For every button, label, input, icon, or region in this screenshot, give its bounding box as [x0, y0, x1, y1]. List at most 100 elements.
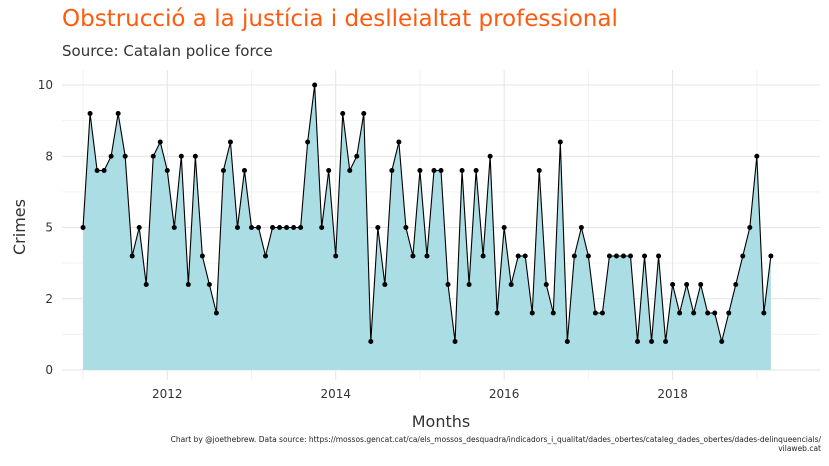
- data-point: [361, 111, 367, 116]
- caption-site: vilaweb.cat: [778, 444, 821, 453]
- data-point: [635, 339, 641, 344]
- data-point: [410, 253, 416, 259]
- data-point: [403, 225, 409, 230]
- data-point: [740, 253, 746, 259]
- data-point: [80, 225, 86, 230]
- data-point: [178, 153, 184, 159]
- data-point: [705, 310, 711, 316]
- data-point: [277, 225, 283, 230]
- data-point: [515, 253, 521, 259]
- data-point: [438, 168, 444, 173]
- chart-title: Obstrucció a la justícia i deslleialtat …: [62, 6, 618, 32]
- data-point: [712, 310, 718, 316]
- data-point: [354, 153, 360, 159]
- data-point: [199, 253, 205, 259]
- data-point: [698, 282, 704, 287]
- data-point: [263, 253, 269, 259]
- data-point: [305, 139, 311, 145]
- x-tick-label: 2012: [152, 387, 183, 401]
- data-point: [101, 168, 107, 173]
- chart-caption: Chart by @joethebrew. Data source: https…: [81, 435, 821, 453]
- data-point: [298, 225, 304, 230]
- y-tick-label: 5: [45, 221, 53, 235]
- data-point: [185, 282, 191, 287]
- data-point: [417, 168, 423, 173]
- series-area: [83, 85, 771, 370]
- data-point: [452, 339, 458, 344]
- data-point: [473, 168, 479, 173]
- data-point: [291, 225, 297, 230]
- y-tick-label: 0: [45, 363, 53, 377]
- data-point: [747, 225, 753, 230]
- data-point: [670, 282, 676, 287]
- data-point: [677, 310, 683, 316]
- data-point: [536, 168, 542, 173]
- data-point: [613, 253, 619, 259]
- data-point: [270, 225, 276, 230]
- data-point: [108, 153, 114, 159]
- data-point: [312, 82, 318, 88]
- data-point: [220, 168, 226, 173]
- data-point: [466, 282, 472, 287]
- data-point: [649, 339, 655, 344]
- x-tick-label: 2018: [657, 387, 688, 401]
- data-point: [642, 253, 648, 259]
- data-point: [599, 310, 605, 316]
- data-point: [249, 225, 254, 230]
- data-point: [150, 153, 156, 159]
- data-point: [768, 253, 774, 259]
- x-axis-title: Months: [412, 412, 470, 431]
- y-tick-label: 8: [45, 149, 53, 163]
- data-point: [87, 111, 93, 116]
- data-point: [389, 168, 395, 173]
- data-point: [326, 168, 332, 173]
- data-point: [164, 168, 170, 173]
- y-tick-label: 10: [38, 78, 53, 92]
- data-point: [480, 253, 486, 259]
- data-point: [754, 153, 760, 159]
- data-point: [256, 225, 262, 230]
- data-point: [564, 339, 570, 344]
- data-point: [550, 310, 556, 316]
- data-point: [578, 225, 584, 230]
- data-point: [543, 282, 549, 287]
- data-point: [459, 168, 465, 173]
- data-point: [129, 253, 135, 259]
- data-point: [136, 225, 142, 230]
- data-point: [234, 225, 240, 230]
- data-point: [571, 253, 577, 259]
- chart-subtitle: Source: Catalan police force: [62, 42, 273, 60]
- data-point: [122, 153, 128, 159]
- data-point: [592, 310, 598, 316]
- data-point: [333, 253, 339, 259]
- y-tick-labels: 0 2 5 8 10: [38, 78, 53, 377]
- data-point: [494, 310, 500, 316]
- data-point: [684, 282, 690, 287]
- data-point: [431, 168, 437, 173]
- data-point: [726, 310, 732, 316]
- data-point: [529, 310, 535, 316]
- x-tick-label: 2014: [320, 387, 351, 401]
- y-tick-label: 2: [45, 292, 53, 306]
- data-point: [501, 225, 507, 230]
- data-point: [628, 253, 633, 259]
- data-point: [206, 282, 212, 287]
- x-tick-label: 2016: [489, 387, 520, 401]
- data-point: [382, 282, 388, 287]
- data-point: [157, 139, 163, 145]
- data-point: [620, 253, 626, 259]
- data-point: [733, 282, 739, 287]
- data-point: [656, 253, 662, 259]
- x-tick-labels: 2012 2014 2016 2018: [152, 387, 688, 401]
- data-point: [719, 339, 725, 344]
- data-point: [319, 225, 325, 230]
- data-point: [347, 168, 353, 173]
- data-point: [487, 153, 493, 159]
- data-point: [606, 253, 612, 259]
- data-point: [94, 168, 100, 173]
- data-point: [375, 225, 381, 230]
- points-layer: [80, 82, 774, 344]
- data-point: [424, 253, 430, 259]
- area-layer: [83, 85, 771, 370]
- data-point: [192, 153, 198, 159]
